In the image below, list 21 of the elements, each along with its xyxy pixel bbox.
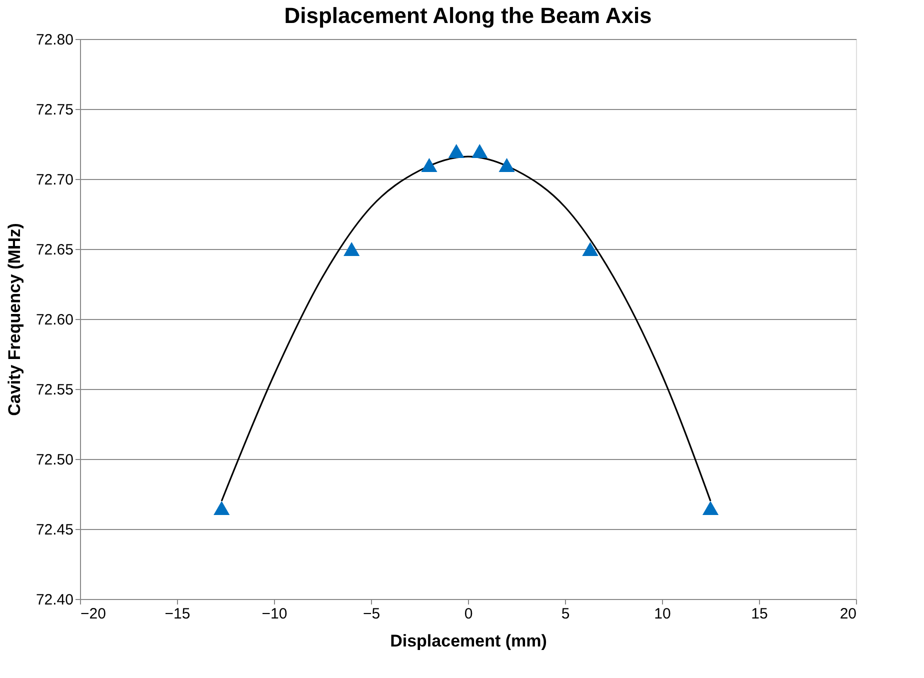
y-tick-label: 72.60 [36, 312, 74, 328]
x-tick-label: 20 [840, 606, 856, 622]
x-tick-label: 10 [654, 606, 671, 622]
x-tick-label: −15 [164, 606, 190, 622]
x-tick-label: 5 [561, 606, 570, 622]
y-tick-label: 72.65 [36, 242, 74, 258]
x-tick-label: 0 [464, 606, 473, 622]
y-tick-label: 72.40 [36, 592, 74, 608]
y-tick-label: 72.80 [36, 32, 74, 48]
y-tick-label: 72.70 [36, 172, 74, 188]
x-tick-label: −10 [262, 606, 288, 622]
y-tick-label: 72.50 [36, 452, 74, 468]
x-tick-label: −20 [80, 606, 106, 622]
x-tick-label: −5 [362, 606, 380, 622]
y-tick-label: 72.75 [36, 102, 74, 118]
x-axis-title: Displacement (mm) [390, 632, 547, 650]
chart-title: Displacement Along the Beam Axis [284, 3, 652, 28]
y-tick-label: 72.45 [36, 522, 74, 538]
x-tick-label: 15 [751, 606, 768, 622]
y-tick-label: 72.55 [36, 382, 74, 398]
y-axis-title: Cavity Frequency (MHz) [4, 223, 24, 416]
